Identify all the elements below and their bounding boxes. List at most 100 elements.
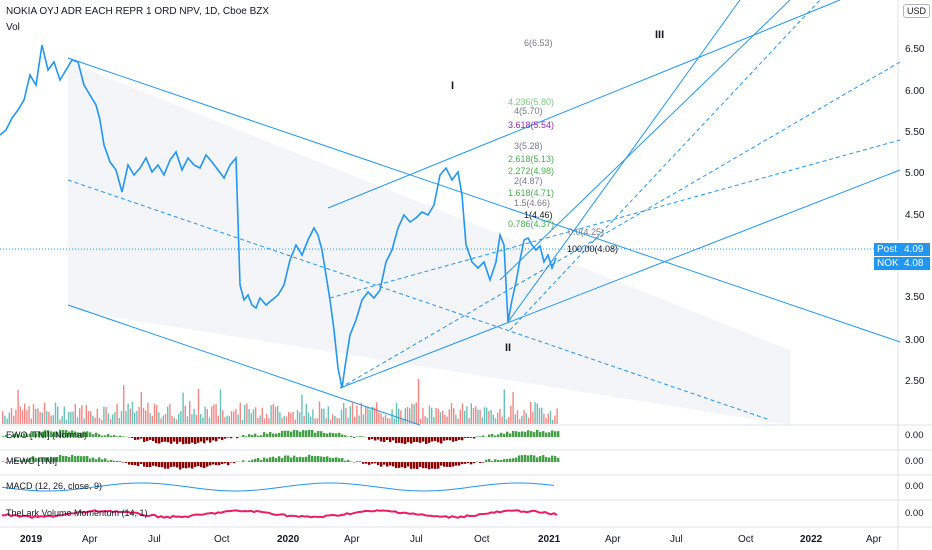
mewo-bar [506,458,509,462]
ewo-bar [380,437,383,442]
ewo-bar [266,433,269,437]
ewo-bar [119,435,122,437]
volume-bar [450,402,453,424]
volume-bar [437,408,439,424]
volume-bar [239,402,241,424]
volume-bar [303,415,305,424]
volume-bar [138,407,140,424]
volume-bar [334,415,336,424]
mewo-bar [410,462,413,469]
ewo-bar [506,431,509,437]
volume-bar [310,416,312,424]
volume-bar [2,411,4,424]
mewo-bar [383,462,386,465]
post-price-badge: Post 4.09 [874,243,930,256]
volume-bar [63,406,65,424]
time-label: Oct [738,534,754,545]
mewo-bar [344,460,347,462]
volume-bar [323,408,325,424]
volume-bar [466,406,468,424]
mewo-bar [308,454,311,462]
ewo-bar [422,437,425,442]
ewo-bar [536,429,539,437]
ewo-bar [263,432,266,437]
ewo-bar [524,431,527,437]
time-label: 2021 [538,534,561,545]
ewo-bar [131,437,134,439]
volume-bar [415,402,417,424]
mewo-bar [32,456,35,462]
volume-bar [338,418,340,424]
volume-bar [281,418,283,424]
mewo-bar [53,457,56,462]
volume-bar [398,408,400,424]
mewo-bar [311,455,314,462]
volume-bar [224,417,226,424]
indicator-mewo[interactable]: MEWO [TNI] [6,456,57,466]
ewo-bar [512,430,515,437]
ewo-bar [2,436,5,437]
volume-bar [536,403,538,424]
volume-bar [512,392,514,424]
volume-bar [140,391,142,424]
volume-bar [200,413,202,424]
volume-bar [43,402,46,424]
volume-bar [246,403,248,424]
volume-bar [17,390,19,424]
ewo-bar [140,437,143,439]
ewo-bar [329,432,332,437]
ewo-bar [494,435,497,437]
ewo-bar [392,437,395,441]
time-label: Apr [344,534,360,545]
ewo-bar [41,431,44,437]
ewo-bar [38,431,41,437]
ewo-bar [68,431,71,437]
ewo-bar [257,435,260,437]
volume-bar [325,418,327,424]
price-label: 3.50 [905,292,925,303]
ewo-bar [74,431,77,437]
mewo-bar [536,457,539,462]
mewo-bar [542,455,545,462]
time-label: Oct [214,534,230,545]
ewo-bar [146,437,149,441]
volume-bar [314,418,316,424]
indicator-volume-momentum[interactable]: TheLark Volume Momentum (14, 1) [6,508,148,518]
volume-bar [349,406,351,424]
ewo-bar [56,432,59,437]
volume-bar [248,408,250,424]
volume-bar [76,417,79,424]
ewo-bar [86,431,89,437]
volume-bar [257,417,259,424]
wave-label-II: II [505,342,512,354]
indicator-macd[interactable]: MACD (12, 26, close, 9) [6,481,103,491]
mewo-bar [200,462,203,468]
mewo-bar [179,462,182,470]
mewo-bar [494,459,497,462]
ewo-bar [404,437,407,445]
ewo-bar [275,433,278,437]
channel-mid [67,179,771,421]
currency-button[interactable]: USD [903,4,931,18]
volume-bar [79,408,81,424]
indicator-ewo[interactable]: EWO [TNI] (Normal) [6,430,87,440]
volume-bar [470,403,472,424]
mewo-bar [95,459,98,462]
volume-bar [206,409,208,424]
volume-bar [448,409,450,424]
volume-bar [362,414,365,424]
ewo-bar [158,437,161,444]
mewo-bar [359,461,362,462]
volume-bar [545,418,547,424]
mewo-bar [107,460,110,462]
mewo-bar [461,462,464,465]
mewo-bar [431,462,434,469]
mewo-bar [275,458,278,462]
volume-bar [8,412,10,424]
ewo-bar [287,430,290,437]
volume-bar [431,407,433,424]
volume-bar [369,409,371,424]
volume-bar [461,403,464,424]
volume-bar [120,411,123,424]
